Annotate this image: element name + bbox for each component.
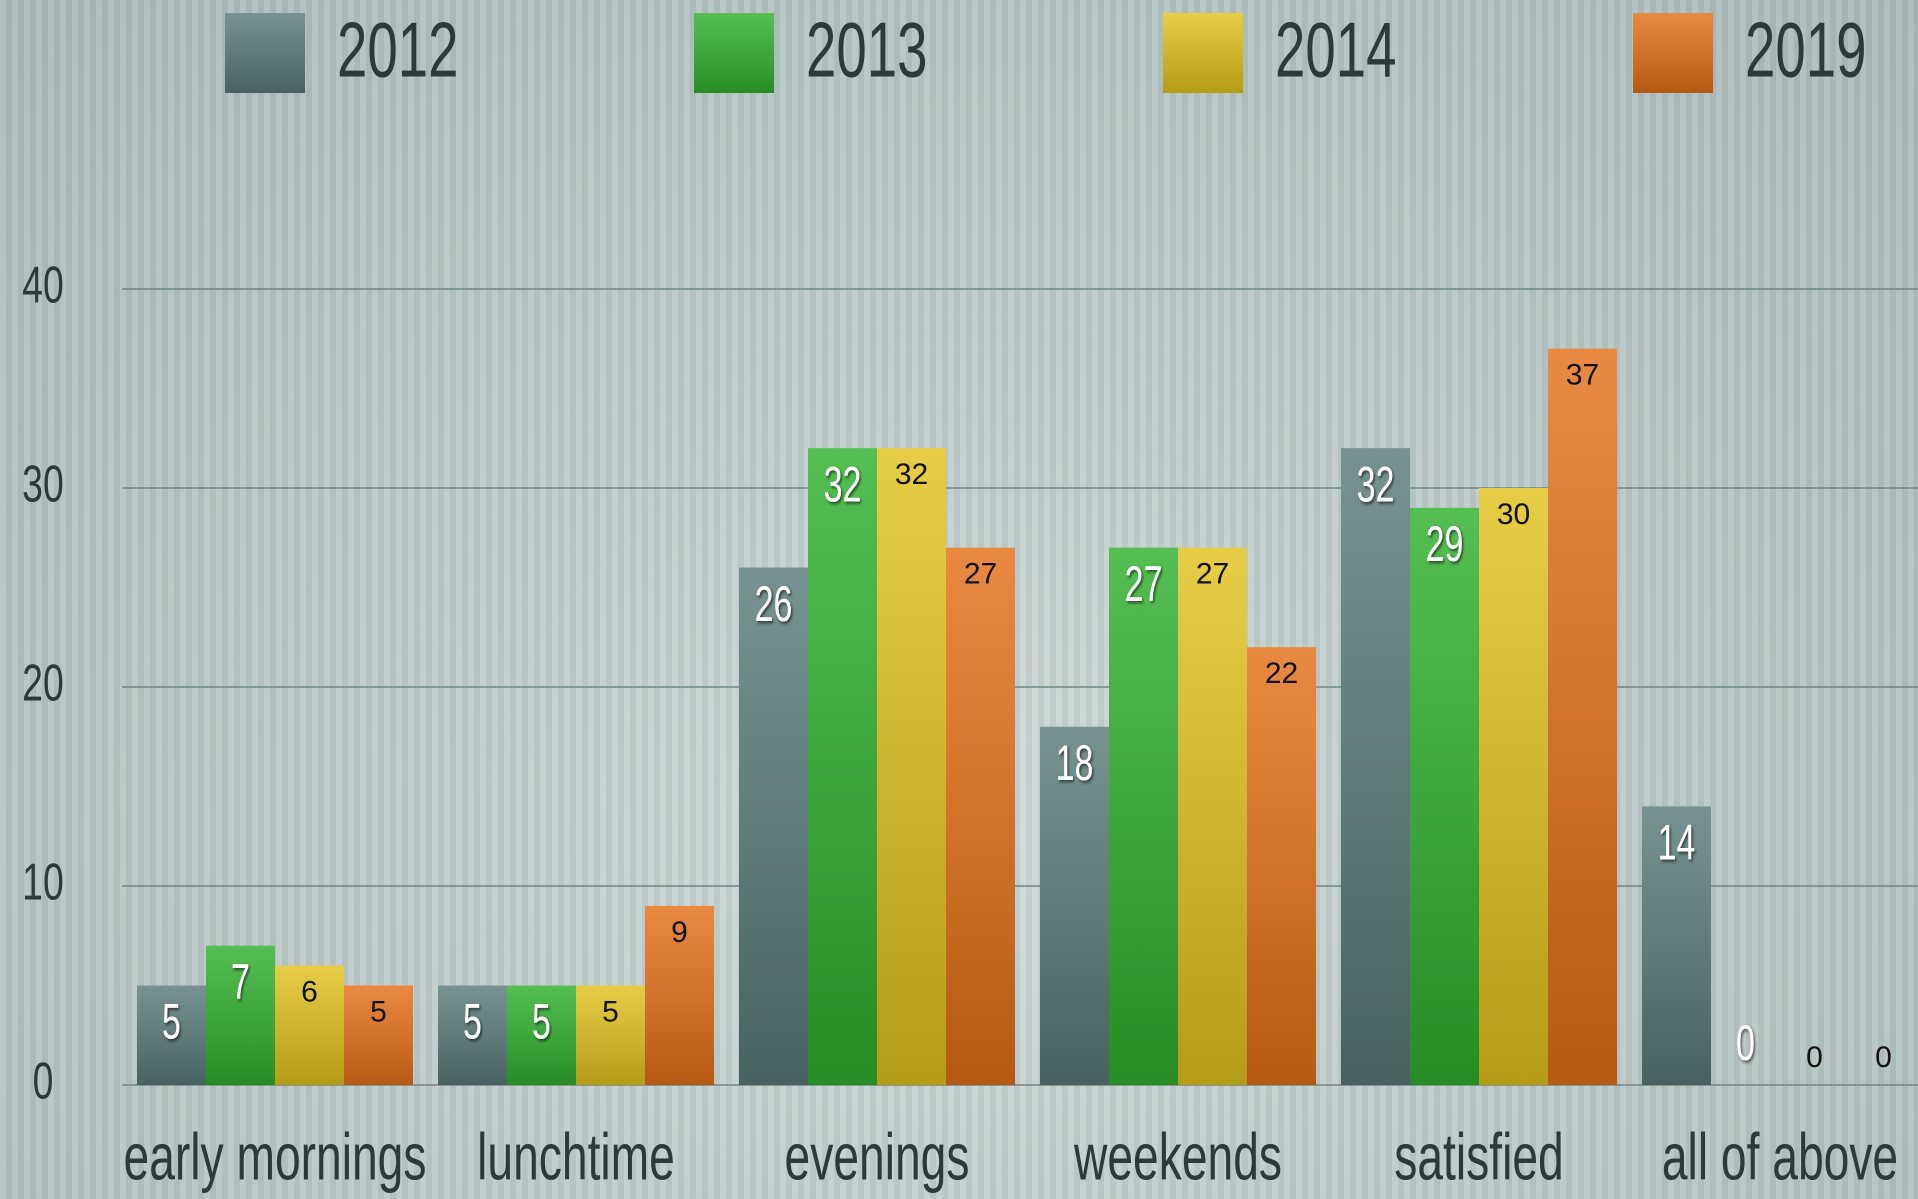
- data-label: 32: [824, 457, 862, 513]
- data-label: 5: [463, 994, 482, 1050]
- bar-shade: [877, 448, 946, 1085]
- bar-shade: [739, 567, 808, 1085]
- bar-shade: [137, 985, 206, 1085]
- bar-shade: [1479, 488, 1548, 1085]
- data-label: 7: [231, 954, 250, 1010]
- y-tick-label: 10: [22, 853, 64, 912]
- bar-shade: [576, 985, 645, 1085]
- data-label: 5: [602, 995, 619, 1028]
- data-label: 27: [1125, 556, 1163, 612]
- data-label: 0: [1875, 1041, 1892, 1074]
- bar-shade: [645, 905, 714, 1085]
- bar-shade: [946, 547, 1015, 1085]
- data-label: 32: [1357, 457, 1395, 513]
- data-label: 37: [1566, 359, 1599, 392]
- data-label: 29: [1426, 517, 1464, 573]
- data-label: 22: [1265, 657, 1298, 690]
- data-label: 27: [964, 558, 997, 591]
- y-tick-label: 0: [33, 1052, 54, 1111]
- bar-shade: [1178, 547, 1247, 1085]
- bar-shade: [507, 985, 576, 1085]
- legend-label: 2012: [337, 7, 458, 94]
- bar-shade: [1040, 726, 1109, 1085]
- data-label: 0: [1736, 1016, 1755, 1072]
- data-label: 14: [1658, 815, 1696, 871]
- legend-label: 2014: [1275, 7, 1396, 94]
- data-label: 18: [1056, 736, 1094, 792]
- bar-shade: [275, 965, 344, 1085]
- data-label: 5: [162, 994, 181, 1050]
- legend-swatch-shade: [1633, 13, 1713, 93]
- y-tick-label: 20: [22, 654, 64, 713]
- y-tick-label: 30: [22, 455, 64, 514]
- x-tick-label: weekends: [1073, 1120, 1282, 1194]
- data-label: 6: [301, 976, 318, 1009]
- legend-swatch-shade: [225, 13, 305, 93]
- data-label: 30: [1497, 498, 1530, 531]
- legend-label: 2019: [1745, 7, 1866, 94]
- x-tick-label: lunchtime: [477, 1120, 675, 1194]
- legend-swatch-shade: [1163, 13, 1243, 93]
- x-tick-label: early mornings: [124, 1120, 427, 1194]
- legend-swatch-shade: [694, 13, 774, 93]
- data-label: 5: [370, 995, 387, 1028]
- x-tick-label: evenings: [785, 1120, 970, 1194]
- x-tick-label: satisfied: [1394, 1120, 1563, 1194]
- bar-shade: [1410, 507, 1479, 1085]
- bar-shade: [344, 985, 413, 1085]
- data-label: 9: [671, 916, 688, 949]
- bar-shade: [1109, 547, 1178, 1085]
- x-tick-label: all of above: [1662, 1120, 1898, 1194]
- data-label: 5: [532, 994, 551, 1050]
- y-tick-label: 40: [22, 256, 64, 315]
- data-label: 27: [1196, 558, 1229, 591]
- data-label: 0: [1806, 1041, 1823, 1074]
- data-label: 26: [755, 576, 793, 632]
- bar-shade: [206, 945, 275, 1085]
- data-label: 32: [895, 458, 928, 491]
- bar-shade: [1341, 448, 1410, 1085]
- legend-label: 2013: [806, 7, 927, 94]
- bar-shade: [438, 985, 507, 1085]
- bar-shade: [1548, 348, 1617, 1085]
- bar-shade: [808, 448, 877, 1085]
- bar-shade: [1642, 806, 1711, 1085]
- bar-shade: [1247, 647, 1316, 1085]
